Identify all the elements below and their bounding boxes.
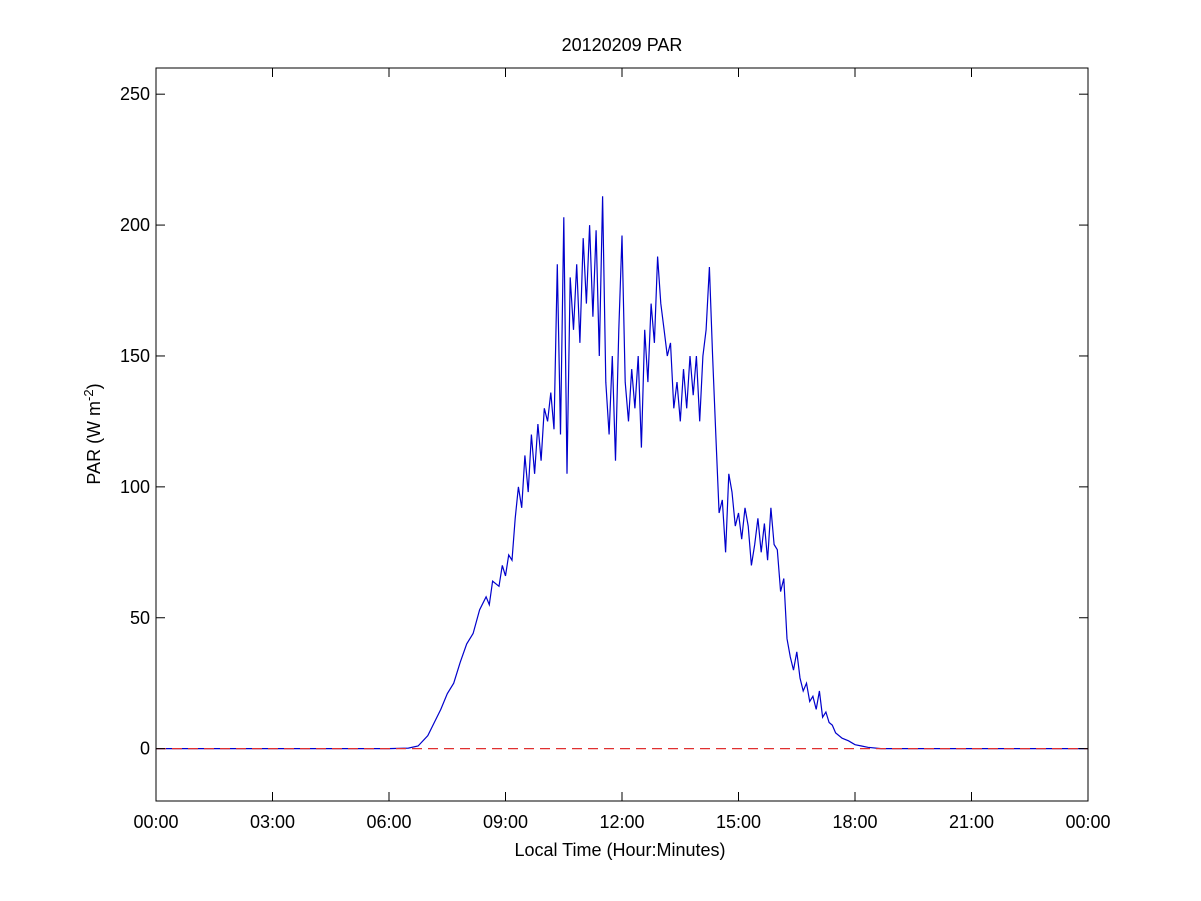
x-tick-label-7: 21:00: [949, 812, 994, 832]
y-tick-label-3: 150: [120, 346, 150, 366]
y-axis-label: PAR (W m-2): [81, 383, 104, 484]
plot-frame: [155, 67, 1089, 802]
x-tick-label-5: 15:00: [716, 812, 761, 832]
x-tick-label-6: 18:00: [832, 812, 877, 832]
y-tick-label-2: 100: [120, 477, 150, 497]
y-axis-label-superscript: -2: [81, 389, 96, 401]
y-tick-label-1: 50: [130, 608, 150, 628]
y-axis-label-suffix: ): [84, 383, 104, 389]
x-tick-label-4: 12:00: [599, 812, 644, 832]
chart-title: 20120209 PAR: [562, 35, 683, 55]
x-axis-label: Local Time (Hour:Minutes): [514, 840, 725, 860]
x-tick-label-3: 09:00: [483, 812, 528, 832]
x-tick-label-1: 03:00: [250, 812, 295, 832]
y-tick-label-4: 200: [120, 215, 150, 235]
y-tick-label-0: 0: [140, 739, 150, 759]
x-tick-label-8: 00:00: [1065, 812, 1110, 832]
series-layer: [156, 196, 1088, 750]
x-tick-label-2: 06:00: [366, 812, 411, 832]
y-tick-label-5: 250: [120, 84, 150, 104]
series-line-0: [156, 196, 1088, 750]
y-axis-label-text: PAR (W m: [84, 401, 104, 485]
ticks-layer: 00:00 03:00 06:00 09:00 12:00 15:00 18:00 21:00…: [120, 68, 1111, 832]
x-tick-label-0: 00:00: [133, 812, 178, 832]
